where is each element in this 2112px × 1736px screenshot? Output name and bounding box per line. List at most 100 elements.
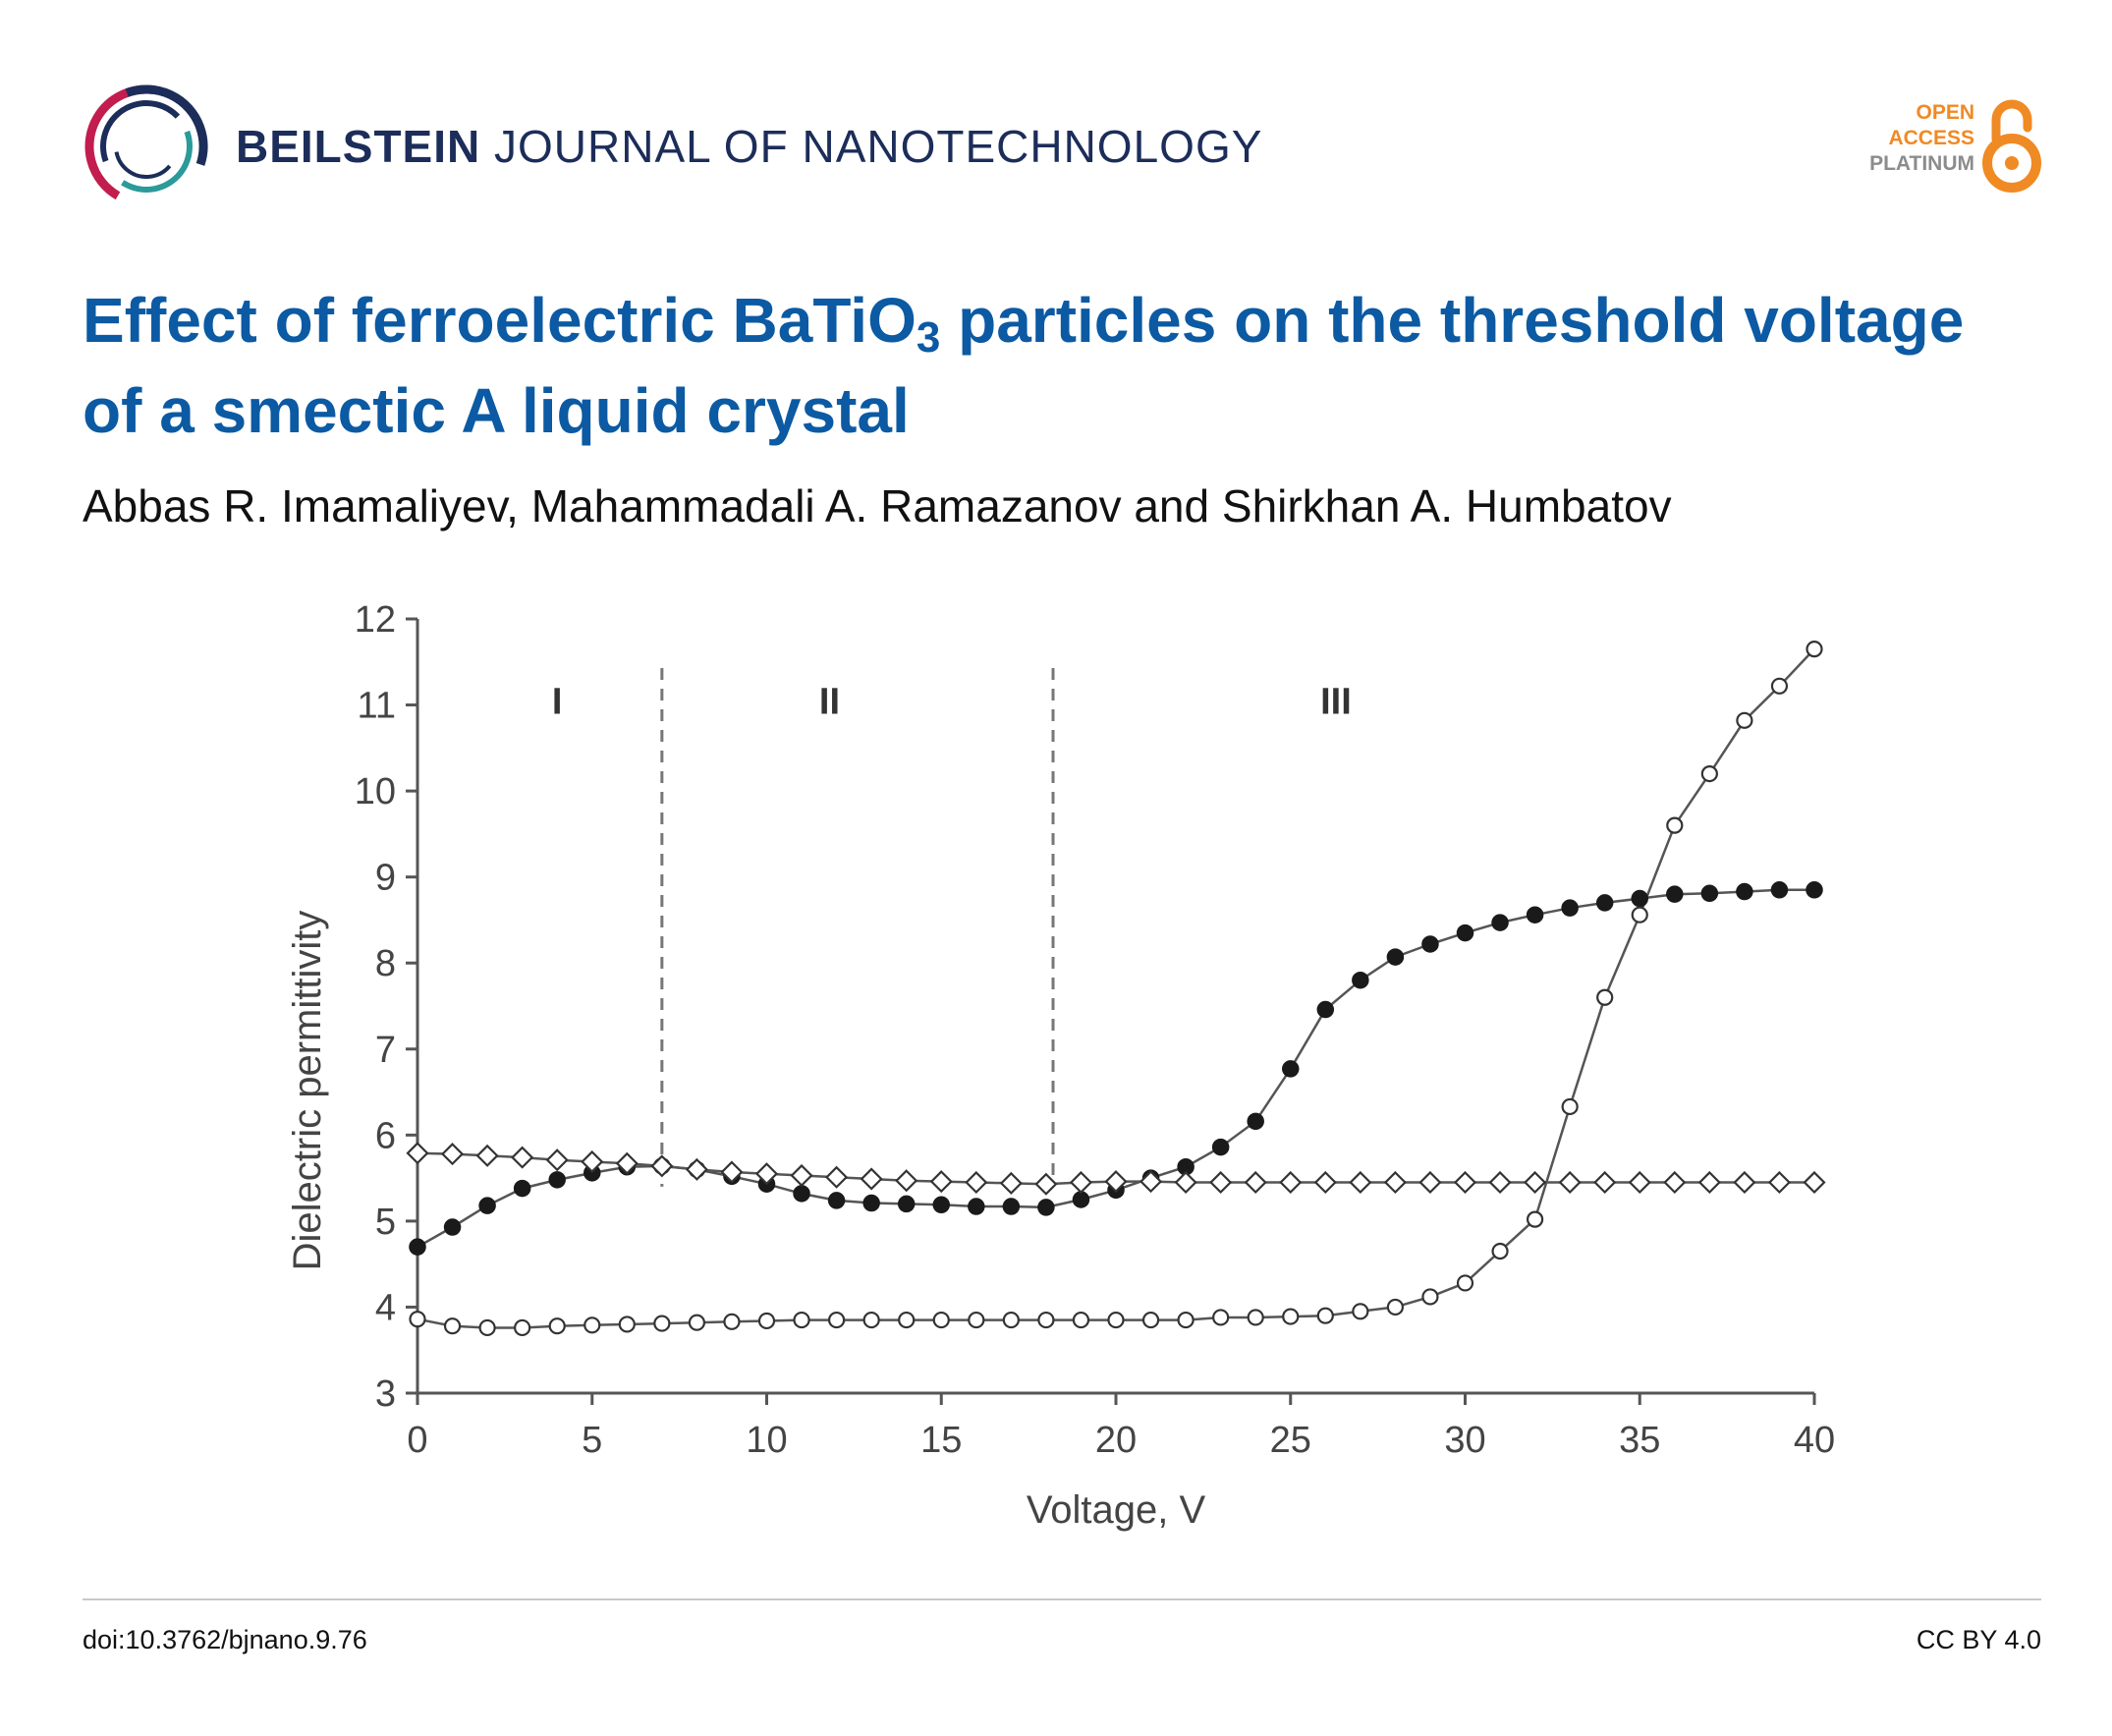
series-2-point bbox=[584, 1316, 601, 1334]
series-2-point bbox=[1596, 988, 1614, 1006]
chart-plot-area bbox=[406, 641, 1826, 1337]
series-3-point bbox=[1244, 1170, 1267, 1195]
series-2-point bbox=[1736, 711, 1753, 729]
series-1-point bbox=[513, 1179, 531, 1198]
series-2-point bbox=[1107, 1311, 1125, 1329]
open-lock-icon bbox=[1982, 99, 2041, 193]
journal-name-bold: BEILSTEIN bbox=[236, 121, 481, 172]
series-2-point bbox=[688, 1314, 705, 1331]
series-2-point bbox=[1666, 816, 1684, 834]
series-2-point bbox=[618, 1316, 636, 1333]
y-tick-label: 10 bbox=[355, 771, 396, 812]
series-3-point bbox=[685, 1157, 708, 1181]
series-3-point bbox=[1803, 1170, 1826, 1195]
series-1-point bbox=[1595, 894, 1614, 912]
series-3-point bbox=[1733, 1170, 1756, 1195]
series-1-point bbox=[1352, 971, 1369, 989]
series-3-point bbox=[1767, 1170, 1792, 1195]
x-tick-label: 5 bbox=[582, 1420, 602, 1461]
x-tick-label: 20 bbox=[1095, 1420, 1137, 1461]
series-3-point bbox=[1593, 1170, 1617, 1195]
series-3-point bbox=[1453, 1170, 1477, 1195]
series-3-point bbox=[895, 1169, 918, 1193]
article-title-part-2: particles on the threshold voltage of a … bbox=[83, 285, 1965, 446]
series-2-point bbox=[1770, 677, 1789, 695]
y-tick-label: 7 bbox=[375, 1030, 396, 1071]
series-1-point bbox=[1806, 881, 1823, 899]
series-2-point bbox=[653, 1315, 671, 1332]
series-2-point bbox=[932, 1311, 950, 1329]
series-2-point bbox=[1456, 1274, 1474, 1292]
series-2-point bbox=[862, 1311, 880, 1329]
series-3-point bbox=[999, 1171, 1023, 1195]
series-3-point bbox=[475, 1144, 499, 1167]
series-2-point bbox=[409, 1311, 426, 1328]
series-2-point bbox=[1421, 1288, 1439, 1306]
y-tick-label: 11 bbox=[358, 686, 396, 727]
article-title: Effect of ferroelectric BaTiO3 particles… bbox=[83, 275, 1998, 456]
series-1-point bbox=[1316, 1000, 1335, 1019]
series-2-point bbox=[1316, 1307, 1334, 1324]
series-3-point bbox=[1558, 1170, 1582, 1195]
series-1-point bbox=[1526, 906, 1544, 924]
series-2-point bbox=[1037, 1311, 1055, 1329]
series-2-point bbox=[757, 1312, 776, 1330]
series-2-point bbox=[723, 1313, 741, 1330]
series-3-point bbox=[1524, 1170, 1547, 1195]
y-tick-label: 9 bbox=[375, 858, 396, 899]
series-1-point bbox=[443, 1218, 462, 1236]
open-access-badge: OPEN ACCESS PLATINUM bbox=[1835, 98, 2041, 196]
series-2-point bbox=[1386, 1298, 1405, 1316]
series-1-point bbox=[1561, 899, 1579, 917]
series-1-point bbox=[1421, 935, 1439, 953]
series-1-point bbox=[827, 1192, 846, 1209]
series-3-point bbox=[1349, 1170, 1372, 1195]
series-1-point bbox=[968, 1198, 985, 1215]
series-3-point bbox=[790, 1163, 813, 1188]
series-2-point bbox=[1526, 1210, 1544, 1228]
series-3-point bbox=[1383, 1170, 1407, 1195]
y-tick-label: 8 bbox=[375, 943, 396, 984]
series-1-point bbox=[1072, 1191, 1090, 1208]
series-2-point bbox=[827, 1311, 846, 1329]
series-1-point bbox=[1631, 889, 1648, 908]
series-1-point bbox=[409, 1238, 426, 1256]
series-2-line bbox=[417, 647, 1815, 1329]
series-2-point bbox=[1631, 906, 1648, 924]
series-3-point bbox=[1104, 1170, 1128, 1194]
x-tick-label: 15 bbox=[920, 1420, 962, 1461]
figure-chart: 0 5 10 15 20 25 30 35 40 3 4 5 6 7 8 9 10 11 12 I II III Vol… bbox=[275, 570, 1866, 1572]
series-1-point bbox=[897, 1195, 916, 1213]
series-1-point bbox=[548, 1171, 566, 1189]
open-access-line-3: PLATINUM bbox=[1869, 152, 1974, 175]
series-3-point bbox=[650, 1154, 674, 1178]
series-3-point bbox=[511, 1146, 534, 1169]
y-tick-label: 3 bbox=[375, 1373, 396, 1415]
series-3-point bbox=[1174, 1170, 1197, 1195]
footer-divider bbox=[83, 1598, 2041, 1600]
series-2-point bbox=[1002, 1311, 1020, 1329]
y-tick-label: 12 bbox=[355, 599, 396, 641]
region-label: I bbox=[552, 681, 563, 722]
y-tick-label: 5 bbox=[375, 1202, 396, 1243]
open-access-line-1: OPEN bbox=[1916, 101, 1974, 124]
x-tick-label: 10 bbox=[746, 1420, 787, 1461]
series-1-point bbox=[1386, 948, 1405, 966]
series-2-point bbox=[1141, 1311, 1160, 1329]
doi-text: doi:10.3762/bjnano.9.76 bbox=[83, 1625, 367, 1654]
series-3-point bbox=[615, 1151, 639, 1175]
series-2-point bbox=[548, 1317, 566, 1335]
journal-name-light: JOURNAL OF NANOTECHNOLOGY bbox=[494, 121, 1263, 172]
series-3-point bbox=[1069, 1170, 1093, 1195]
series-2-point bbox=[1352, 1303, 1369, 1320]
series-2-point bbox=[1561, 1097, 1579, 1116]
series-3-point bbox=[1313, 1170, 1337, 1195]
series-3-point bbox=[720, 1160, 744, 1184]
x-tick-label: 0 bbox=[407, 1420, 427, 1461]
series-2-point bbox=[1700, 765, 1718, 783]
series-1-point bbox=[1247, 1112, 1264, 1131]
series-1-point bbox=[862, 1194, 880, 1212]
series-2-point bbox=[898, 1311, 916, 1329]
x-tick-label: 40 bbox=[1794, 1420, 1835, 1461]
